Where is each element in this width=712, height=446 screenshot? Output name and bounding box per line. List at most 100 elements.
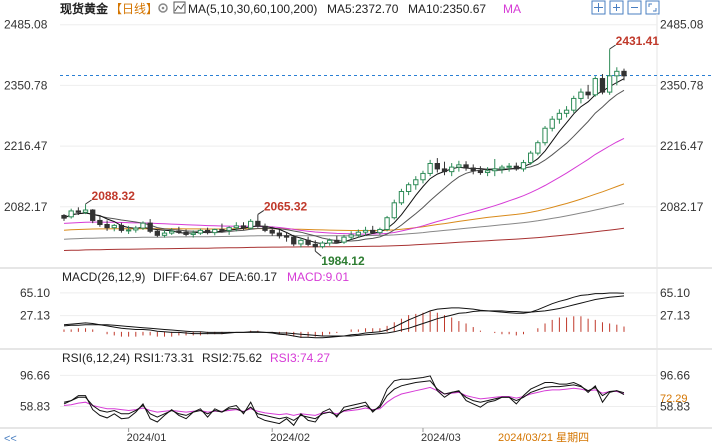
candle-body bbox=[563, 109, 570, 114]
macd-lines bbox=[63, 292, 625, 339]
candle-body bbox=[398, 191, 405, 204]
rsi-grid bbox=[60, 374, 657, 407]
rsi-params-label: RSI(6,12,24) bbox=[62, 351, 130, 365]
macd-dif-value: DIFF:64.67 bbox=[153, 270, 213, 284]
candle-body bbox=[441, 168, 448, 173]
expand-icon[interactable] bbox=[645, 0, 660, 15]
candle-body bbox=[470, 167, 476, 172]
rsi-tick-left: 58.83 bbox=[20, 399, 50, 413]
date-tick-label: 2024/02 bbox=[270, 432, 310, 444]
candle-body bbox=[578, 91, 584, 99]
candle-body bbox=[118, 224, 125, 231]
rsi2-line bbox=[63, 380, 625, 421]
candle-body bbox=[513, 165, 519, 170]
candle-body bbox=[190, 232, 196, 235]
price-tick-left: 2216.47 bbox=[4, 139, 48, 153]
macd-axis: 65.10 65.10 27.13 27.13 bbox=[20, 286, 690, 323]
candle-body bbox=[449, 166, 455, 173]
candle-body bbox=[606, 75, 613, 93]
candle-body bbox=[520, 162, 527, 170]
candle-body bbox=[427, 162, 433, 174]
gear-icon[interactable] bbox=[158, 3, 168, 13]
candle-body bbox=[585, 91, 591, 96]
period-selector[interactable]: 【日线】 bbox=[110, 2, 158, 16]
candle-body bbox=[599, 78, 606, 93]
candle-body bbox=[219, 228, 225, 231]
candle-body bbox=[233, 225, 239, 229]
candle-body bbox=[75, 210, 82, 213]
macd-tick-right: 65.10 bbox=[660, 286, 690, 300]
candle-body bbox=[197, 229, 204, 234]
ma-params-label: MA(5,10,30,60,100,200) bbox=[188, 2, 317, 16]
chart-header: 现货黄金 【日线】 MA(5,10,30,60,100,200) MA5:237… bbox=[60, 0, 660, 16]
annotation-pointer bbox=[609, 44, 616, 50]
macd-tick-left: 27.13 bbox=[20, 309, 50, 323]
crosshair-icon[interactable] bbox=[591, 0, 606, 15]
candle-body bbox=[305, 239, 311, 245]
macd-dea-value: DEA:60.17 bbox=[219, 270, 277, 284]
rsi2-value: RSI2:75.62 bbox=[202, 351, 262, 365]
candle-body bbox=[291, 236, 297, 245]
rsi-tick-left: 96.66 bbox=[20, 368, 50, 382]
price-tick-right: 2082.17 bbox=[660, 200, 704, 214]
candle-body bbox=[312, 243, 318, 248]
candle-body bbox=[549, 118, 555, 129]
candle-body bbox=[571, 97, 577, 111]
candle-body bbox=[133, 227, 139, 231]
candle-body bbox=[319, 242, 326, 248]
price-tick-left: 2082.17 bbox=[4, 200, 48, 214]
rsi-tick-right: 96.66 bbox=[660, 368, 690, 382]
ma-indicator-icon[interactable] bbox=[173, 1, 186, 14]
expand-arrow-icon[interactable]: << bbox=[4, 433, 17, 445]
candle-body bbox=[535, 142, 541, 154]
candle-body bbox=[370, 229, 376, 234]
candle-body bbox=[456, 164, 462, 168]
date-axis: 2024/01 2024/02 2024/03 bbox=[127, 428, 461, 444]
price-extreme-label: 2431.41 bbox=[616, 34, 660, 48]
candle-body bbox=[161, 232, 168, 236]
ma-more-label[interactable]: MA bbox=[503, 2, 521, 16]
candle-body bbox=[147, 222, 153, 232]
rsi-lines bbox=[63, 375, 625, 427]
candle-body bbox=[413, 179, 419, 186]
price-tick-right: 2216.47 bbox=[660, 139, 704, 153]
candle-body bbox=[334, 239, 340, 243]
candle-body bbox=[420, 172, 426, 181]
candle-body bbox=[68, 210, 74, 218]
rsi3-value: RSI3:74.27 bbox=[270, 351, 330, 365]
rsi1-value: RSI1:73.31 bbox=[134, 351, 194, 365]
macd-dea-line bbox=[63, 295, 625, 337]
candle-body bbox=[492, 168, 498, 172]
price-tick-left: 2350.78 bbox=[4, 78, 48, 92]
candle-body bbox=[125, 229, 132, 232]
ma200-line bbox=[63, 227, 625, 251]
candle-body bbox=[484, 170, 491, 174]
candle-body bbox=[298, 239, 304, 245]
candle-body bbox=[405, 184, 412, 193]
candle-body bbox=[506, 165, 512, 168]
macd-tick-right: 27.13 bbox=[660, 309, 690, 323]
rsi-legend: RSI(6,12,24) RSI1:73.31 RSI2:75.62 RSI3:… bbox=[62, 351, 330, 365]
candle-body bbox=[542, 127, 548, 144]
ma10-value: MA10:2350.67 bbox=[408, 2, 486, 16]
candle-body bbox=[434, 162, 440, 170]
candle-body bbox=[248, 220, 254, 229]
candle-body bbox=[499, 166, 505, 170]
candle-body bbox=[592, 78, 598, 96]
candle-body bbox=[384, 217, 390, 230]
zoom-out-icon[interactable] bbox=[627, 0, 642, 15]
annotation-pointer bbox=[85, 199, 92, 205]
candlestick-series bbox=[61, 49, 627, 252]
ma5-line bbox=[63, 78, 625, 245]
candle-body bbox=[140, 222, 146, 229]
price-annotations: 2088.32 2065.32 1984.12 2431.41 bbox=[85, 34, 660, 268]
macd-params-label: MACD(26,12,9) bbox=[62, 270, 145, 284]
candle-body bbox=[204, 229, 211, 234]
candle-body bbox=[391, 202, 397, 219]
candle-body bbox=[255, 220, 261, 227]
zoom-in-icon[interactable] bbox=[609, 0, 624, 15]
candle-body bbox=[240, 225, 247, 229]
current-date-label: 2024/03/21 星期四 bbox=[498, 431, 589, 444]
candle-body bbox=[362, 229, 369, 233]
